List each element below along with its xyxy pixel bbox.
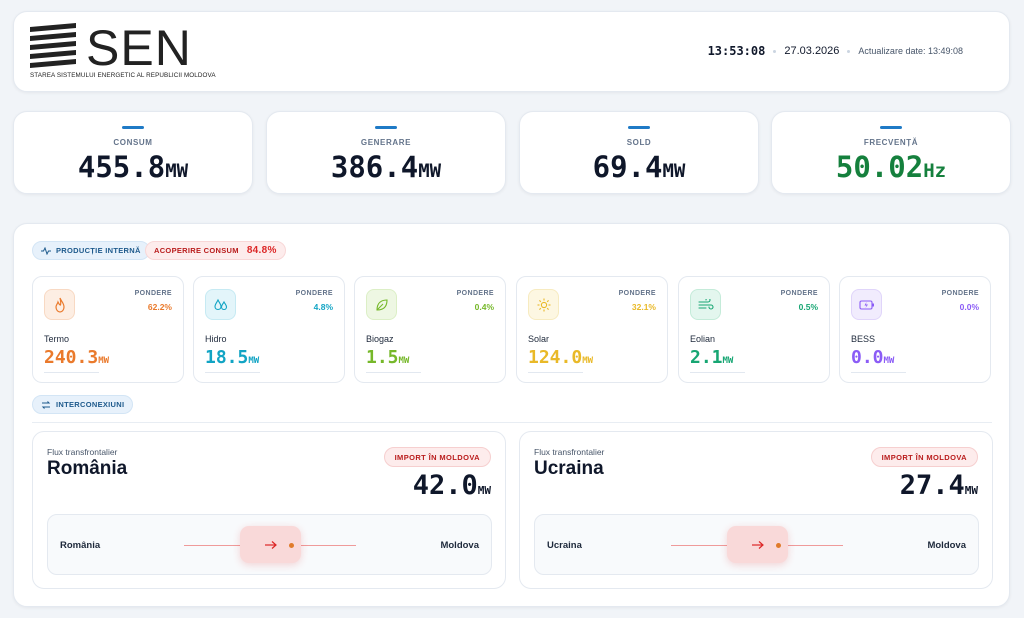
source-card-hidro: PONDERE 4.8% Hidro 18.5MW xyxy=(193,276,345,383)
water-drops-icon xyxy=(205,289,236,320)
source-card-biogaz: PONDERE 0.4% Biogaz 1.5MW xyxy=(354,276,506,383)
section-divider xyxy=(32,422,992,423)
source-name: BESS xyxy=(851,334,876,344)
flow-country: România xyxy=(47,458,128,479)
accent-bar xyxy=(375,126,397,129)
source-value: 240.3MW xyxy=(44,347,110,368)
flow-caption: Flux transfrontalier xyxy=(47,447,118,457)
weight-value: 0.0% xyxy=(959,302,979,312)
weight-label: PONDERE xyxy=(780,290,818,297)
clock-time: 13:53:08 xyxy=(707,44,766,58)
source-value: 1.5MW xyxy=(366,347,410,368)
stat-label: FRECVENȚĂ xyxy=(863,138,919,147)
stat-value: 386.4MW xyxy=(330,150,442,184)
weight-value: 32.1% xyxy=(631,302,656,312)
weight-label: PONDERE xyxy=(456,290,494,297)
flow-card-romania: Flux transfrontalier România IMPORT ÎN M… xyxy=(32,431,506,589)
battery-icon xyxy=(851,289,882,320)
flow-to: Moldova xyxy=(927,540,966,551)
flow-card-ucraina: Flux transfrontalier Ucraina IMPORT ÎN M… xyxy=(519,431,993,589)
flow-to: Moldova xyxy=(440,540,479,551)
source-name: Termo xyxy=(44,334,70,344)
flame-icon xyxy=(44,289,75,320)
wind-icon xyxy=(690,289,721,320)
flow-country: Ucraina xyxy=(534,458,604,479)
import-badge: IMPORT ÎN MOLDOVA xyxy=(383,447,491,467)
interconnections-pill: INTERCONEXIUNI xyxy=(32,395,134,414)
source-card-bess: PONDERE 0.0% BESS 0.0MW xyxy=(839,276,991,383)
flow-dot xyxy=(289,543,294,548)
header-bar: SEN STAREA SISTEMULUI ENERGETIC AL REPUB… xyxy=(13,11,1010,92)
stat-consum: CONSUM 455.8MW xyxy=(13,111,253,194)
source-value: 2.1MW xyxy=(690,347,734,368)
separator-dot xyxy=(847,49,851,53)
sun-icon xyxy=(528,289,559,320)
stat-frecventa: FRECVENȚĂ 50.02Hz xyxy=(771,111,1011,194)
source-value: 0.0MW xyxy=(851,347,895,368)
flow-value: 27.4MW xyxy=(899,470,978,501)
separator-dot xyxy=(773,49,777,53)
exchange-icon xyxy=(41,400,51,409)
logo-text: SEN xyxy=(86,20,192,76)
source-value: 124.0MW xyxy=(528,347,594,368)
source-name: Hidro xyxy=(205,334,227,344)
source-name: Biogaz xyxy=(366,334,394,344)
weight-value: 0.5% xyxy=(798,302,818,312)
stat-value: 69.4MW xyxy=(592,150,686,184)
flow-value: 42.0MW xyxy=(412,470,491,501)
source-name: Solar xyxy=(528,334,550,344)
coverage-pill: ACOPERIRE CONSUM 84.8% xyxy=(145,241,286,260)
stat-sold: SOLD 69.4MW xyxy=(519,111,759,194)
flow-from: România xyxy=(60,540,101,551)
stat-label: CONSUM xyxy=(113,138,153,147)
weight-value: 0.4% xyxy=(474,302,494,312)
accent-bar xyxy=(880,126,902,129)
weight-value: 62.2% xyxy=(147,302,172,312)
logo-subtitle: STAREA SISTEMULUI ENERGETIC AL REPUBLICI… xyxy=(30,72,216,79)
flow-caption: Flux transfrontalier xyxy=(534,447,605,457)
source-value: 18.5MW xyxy=(205,347,260,368)
activity-icon xyxy=(41,246,51,255)
weight-label: PONDERE xyxy=(618,290,656,297)
flow-lane: Ucraina Moldova xyxy=(534,514,979,575)
stat-label: SOLD xyxy=(626,138,652,147)
stat-generare: GENERARE 386.4MW xyxy=(266,111,506,194)
source-card-solar: PONDERE 32.1% Solar 124.0MW xyxy=(516,276,668,383)
stat-value: 50.02Hz xyxy=(835,150,947,184)
weight-value: 4.8% xyxy=(313,302,333,312)
weight-label: PONDERE xyxy=(295,290,333,297)
import-badge: IMPORT ÎN MOLDOVA xyxy=(870,447,978,467)
stat-label: GENERARE xyxy=(360,138,412,147)
sen-logo: SEN STAREA SISTEMULUI ENERGETIC AL REPUB… xyxy=(30,20,216,83)
weight-label: PONDERE xyxy=(941,290,979,297)
leaf-icon xyxy=(366,289,397,320)
accent-bar xyxy=(628,126,650,129)
source-card-eolian: PONDERE 0.5% Eolian 2.1MW xyxy=(678,276,830,383)
current-date: 27.03.2026 xyxy=(784,45,840,57)
logo-stripes-icon xyxy=(30,23,76,68)
last-update: Actualizare date: 13:49:08 xyxy=(858,46,963,56)
main-panel: PRODUCȚIE INTERNĂ ACOPERIRE CONSUM 84.8%… xyxy=(13,223,1010,607)
stat-value: 455.8MW xyxy=(77,150,189,184)
header-status: 13:53:08 27.03.2026 Actualizare date: 13… xyxy=(708,44,963,58)
flow-dot xyxy=(776,543,781,548)
source-card-termo: PONDERE 62.2% Termo 240.3MW xyxy=(32,276,184,383)
accent-bar xyxy=(122,126,144,129)
flow-lane: România Moldova xyxy=(47,514,492,575)
flow-from: Ucraina xyxy=(547,540,582,551)
weight-label: PONDERE xyxy=(134,290,172,297)
source-name: Eolian xyxy=(690,334,716,344)
production-pill: PRODUCȚIE INTERNĂ xyxy=(32,241,150,260)
